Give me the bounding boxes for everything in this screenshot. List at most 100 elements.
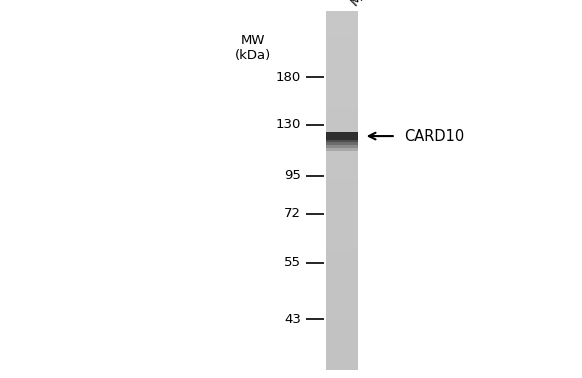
Bar xyxy=(326,166,358,167)
Bar xyxy=(326,270,358,272)
Bar xyxy=(326,268,358,270)
Bar xyxy=(326,85,358,87)
Bar xyxy=(326,203,358,205)
Bar xyxy=(326,96,358,98)
Bar xyxy=(326,88,358,90)
Bar xyxy=(326,265,358,266)
Bar xyxy=(326,31,358,33)
Text: 72: 72 xyxy=(284,207,301,220)
Bar xyxy=(326,345,358,347)
Bar xyxy=(326,73,358,74)
Bar xyxy=(326,246,358,248)
Bar xyxy=(326,114,358,116)
Bar xyxy=(326,153,358,155)
Bar xyxy=(326,143,358,144)
Bar xyxy=(326,121,358,122)
Bar xyxy=(326,202,358,203)
Bar xyxy=(326,196,358,198)
Bar xyxy=(326,347,358,349)
Bar xyxy=(326,137,358,139)
Bar xyxy=(326,279,358,280)
Bar xyxy=(326,157,358,159)
Bar xyxy=(326,322,358,324)
Bar xyxy=(326,297,358,299)
Bar xyxy=(326,139,358,141)
Bar xyxy=(326,20,358,22)
Bar xyxy=(326,234,358,236)
Bar xyxy=(326,65,358,67)
Bar xyxy=(326,243,358,245)
Bar xyxy=(326,71,358,73)
Bar xyxy=(326,29,358,31)
Bar xyxy=(326,26,358,28)
Bar xyxy=(326,356,358,358)
Bar xyxy=(326,282,358,284)
Bar xyxy=(326,133,358,135)
Text: 55: 55 xyxy=(284,256,301,269)
Bar xyxy=(326,44,358,45)
Bar xyxy=(326,272,358,274)
Bar xyxy=(326,309,358,311)
Bar xyxy=(326,40,358,42)
Bar xyxy=(326,311,358,313)
Bar xyxy=(326,60,358,62)
Bar xyxy=(326,349,358,351)
Bar xyxy=(326,74,358,76)
Bar xyxy=(326,277,358,279)
Bar xyxy=(326,173,358,175)
Bar xyxy=(326,212,358,214)
Bar xyxy=(326,301,358,302)
Bar xyxy=(326,286,358,288)
Bar xyxy=(326,132,358,140)
Bar xyxy=(326,360,358,361)
Bar xyxy=(326,331,358,333)
Bar xyxy=(326,284,358,286)
Bar xyxy=(326,79,358,81)
Bar xyxy=(326,338,358,340)
Bar xyxy=(326,266,358,268)
Bar xyxy=(326,49,358,51)
Bar xyxy=(326,24,358,26)
Bar xyxy=(326,304,358,306)
Bar xyxy=(326,288,358,290)
Bar xyxy=(326,358,358,360)
Bar xyxy=(326,236,358,238)
Bar xyxy=(326,139,358,143)
Bar xyxy=(326,232,358,234)
Bar xyxy=(326,293,358,295)
Bar xyxy=(326,329,358,331)
Bar xyxy=(326,327,358,329)
Bar xyxy=(326,162,358,164)
Bar xyxy=(326,151,358,153)
Bar xyxy=(326,103,358,105)
Bar xyxy=(326,317,358,318)
Bar xyxy=(326,261,358,263)
Bar xyxy=(326,19,358,20)
Bar xyxy=(326,186,358,187)
Bar xyxy=(326,45,358,47)
Bar xyxy=(326,225,358,227)
Bar xyxy=(326,169,358,171)
Bar xyxy=(326,99,358,101)
Bar xyxy=(326,336,358,338)
Bar xyxy=(326,363,358,365)
Bar xyxy=(326,90,358,92)
Bar xyxy=(326,257,358,259)
Bar xyxy=(326,160,358,162)
Bar xyxy=(326,58,358,60)
Bar xyxy=(326,35,358,37)
Bar xyxy=(326,175,358,177)
Bar xyxy=(326,295,358,297)
Bar xyxy=(326,112,358,114)
Bar xyxy=(326,92,358,94)
Bar xyxy=(326,117,358,119)
Bar xyxy=(326,369,358,370)
Bar xyxy=(326,105,358,107)
Bar xyxy=(326,22,358,24)
Bar xyxy=(326,142,358,146)
Bar xyxy=(326,320,358,322)
Bar xyxy=(326,53,358,54)
Bar xyxy=(326,342,358,344)
Bar xyxy=(326,67,358,69)
Bar xyxy=(326,245,358,246)
